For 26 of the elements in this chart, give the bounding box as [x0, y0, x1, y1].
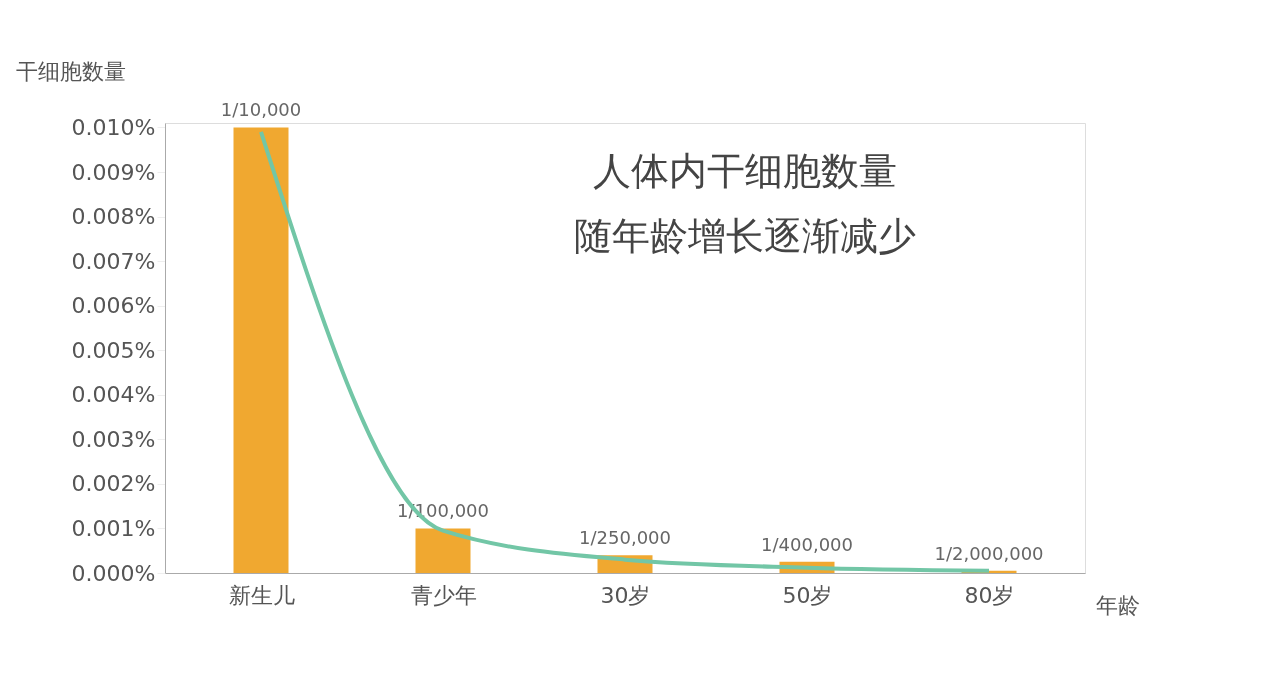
x-tick-label: 30岁 [600, 582, 651, 608]
y-tick-label: 0.003% [71, 426, 156, 452]
y-tick-label: 0.004% [71, 382, 156, 408]
x-tick-label: 50岁 [782, 582, 833, 608]
x-tick-label: 青少年 [410, 582, 477, 608]
data-label: 1/250,000 [579, 527, 671, 549]
text: 人体内干细胞数量 [592, 149, 897, 193]
data-label: 1/400,000 [761, 533, 853, 555]
text: 随年龄增长逐渐减少 [573, 214, 916, 258]
y-tick-label: 0.005% [71, 337, 156, 363]
y-tick-label: 0.007% [71, 248, 156, 274]
data-label: 1/10,000 [220, 99, 302, 121]
y-tick-label: 0.006% [71, 293, 156, 319]
x-axis-title: 年龄 [1095, 592, 1140, 618]
y-tick-label: 0.002% [71, 471, 156, 497]
bar [233, 127, 289, 573]
y-tick-label: 0.009% [71, 159, 156, 185]
y-tick-label: 0.000% [71, 560, 156, 586]
y-tick-label: 0.008% [71, 204, 156, 230]
y-tick-label: 0.001% [71, 515, 156, 541]
data-label: 1/2,000,000 [934, 542, 1044, 564]
bar [415, 528, 471, 573]
x-tick-label: 新生儿 [228, 582, 295, 608]
y-axis-title: 干细胞数量 [15, 58, 126, 84]
x-tick-label: 80岁 [964, 582, 1015, 608]
y-tick-label: 0.010% [71, 114, 156, 140]
